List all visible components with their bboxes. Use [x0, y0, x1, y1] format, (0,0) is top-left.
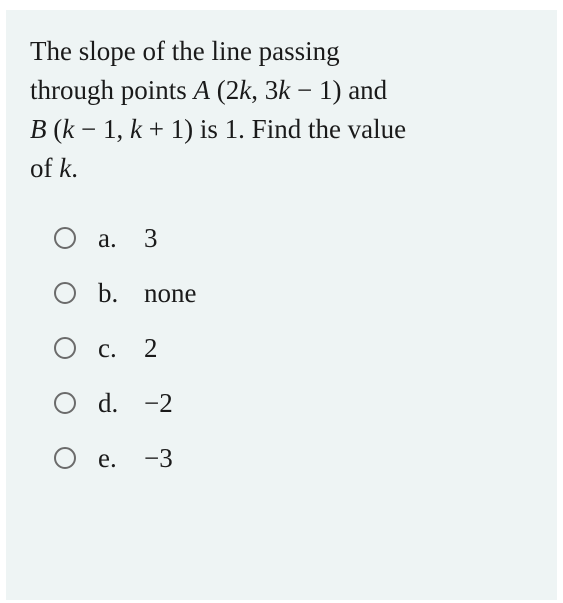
option-label: d.: [98, 388, 132, 419]
option-label: c.: [98, 333, 132, 364]
question-text: The slope of the line passing through po…: [30, 32, 533, 189]
options-group: a. 3 b. none c. 2 d. −2 e. −3: [30, 223, 533, 474]
q-and: and: [341, 75, 387, 105]
option-label: a.: [98, 223, 132, 254]
q-pointA-mid: , 3: [251, 75, 278, 105]
q-pointA-name: A: [194, 75, 211, 105]
radio-icon: [54, 282, 76, 304]
q-pointB-open: (: [47, 114, 63, 144]
q-line4-var: k: [59, 153, 71, 183]
option-e[interactable]: e. −3: [54, 443, 533, 474]
q-pointA-var1: k: [239, 75, 251, 105]
radio-icon: [54, 392, 76, 414]
q-line4-pre: of: [30, 153, 59, 183]
q-line1: The slope of the line passing: [30, 36, 340, 66]
option-label: b.: [98, 278, 132, 309]
q-line4-end: .: [71, 153, 78, 183]
q-pointA-open: (2: [210, 75, 239, 105]
option-d[interactable]: d. −2: [54, 388, 533, 419]
option-b[interactable]: b. none: [54, 278, 533, 309]
q-pointB-var1: k: [62, 114, 74, 144]
radio-icon: [54, 337, 76, 359]
q-line3-rest: is 1. Find the value: [193, 114, 406, 144]
q-line2-pre: through points: [30, 75, 194, 105]
option-value: 3: [144, 223, 158, 254]
option-label: e.: [98, 443, 132, 474]
radio-icon: [54, 447, 76, 469]
q-pointB-mid: − 1,: [74, 114, 130, 144]
option-value: −2: [144, 388, 173, 419]
q-pointA-var2: k: [278, 75, 290, 105]
option-a[interactable]: a. 3: [54, 223, 533, 254]
q-pointB-var2: k: [130, 114, 142, 144]
q-pointB-end: + 1): [142, 114, 193, 144]
radio-icon: [54, 227, 76, 249]
q-pointB-name: B: [30, 114, 47, 144]
option-value: −3: [144, 443, 173, 474]
option-value: 2: [144, 333, 158, 364]
q-pointA-end: − 1): [290, 75, 341, 105]
option-value: none: [144, 278, 196, 309]
question-card: The slope of the line passing through po…: [6, 10, 557, 600]
option-c[interactable]: c. 2: [54, 333, 533, 364]
